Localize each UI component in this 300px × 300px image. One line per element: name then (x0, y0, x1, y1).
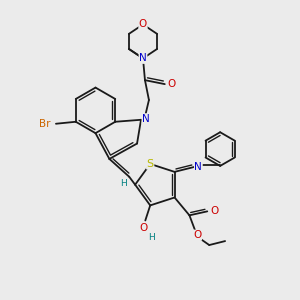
Text: O: O (139, 20, 147, 29)
Text: N: N (139, 53, 147, 63)
Text: N: N (142, 114, 150, 124)
Text: Br: Br (39, 119, 51, 129)
Text: S: S (147, 159, 154, 169)
Text: N: N (194, 162, 202, 172)
Text: O: O (210, 206, 218, 216)
Text: O: O (193, 230, 202, 240)
Text: H: H (120, 179, 127, 188)
Text: O: O (168, 79, 176, 89)
Text: H: H (148, 233, 154, 242)
Text: O: O (139, 224, 147, 233)
